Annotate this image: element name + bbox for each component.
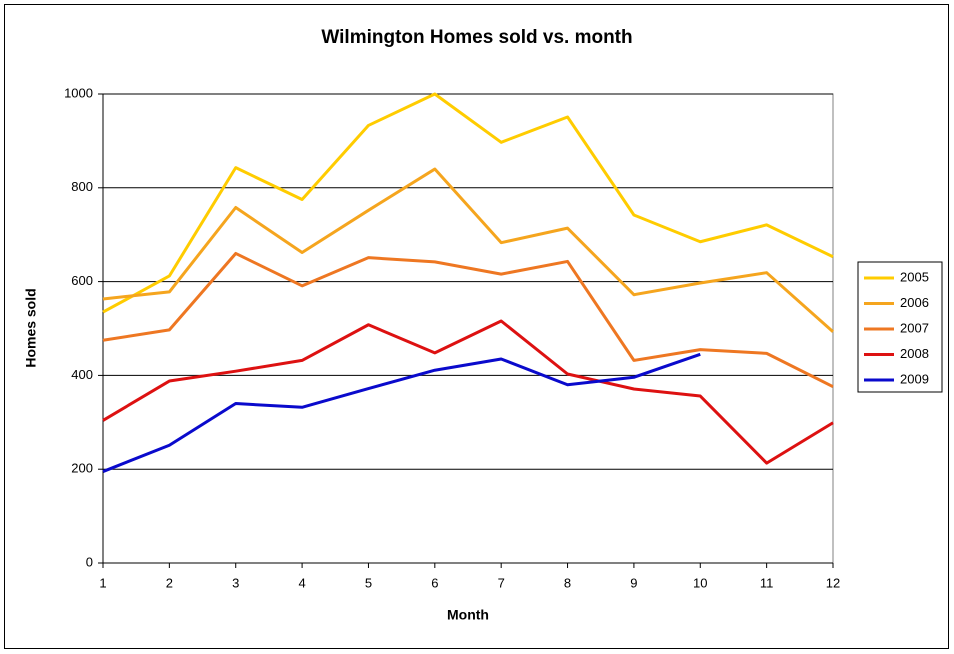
x-tick-label: 5 [365, 575, 372, 590]
y-tick-label: 400 [71, 367, 93, 382]
x-tick-label: 12 [826, 575, 840, 590]
x-tick-label: 1 [99, 575, 106, 590]
legend-label: 2005 [900, 269, 929, 284]
legend-label: 2007 [900, 320, 929, 335]
series-line [102, 167, 834, 333]
x-tick-label: 7 [498, 575, 505, 590]
series-line [102, 251, 834, 388]
y-axis-title: Homes sold [23, 288, 39, 367]
x-tick-label: 10 [693, 575, 707, 590]
x-tick-label: 11 [760, 575, 774, 590]
x-tick-label: 8 [564, 575, 571, 590]
y-tick-label: 600 [71, 273, 93, 288]
chart-title: Wilmington Homes sold vs. month [321, 27, 632, 48]
x-tick-label: 2 [166, 575, 173, 590]
plot-area [102, 93, 834, 564]
legend-label: 2009 [900, 371, 929, 386]
y-tick-label: 1000 [64, 85, 93, 100]
x-tick-label: 4 [298, 575, 305, 590]
y-tick-label: 200 [71, 461, 93, 476]
x-tick-label: 9 [630, 575, 637, 590]
series-line [102, 92, 834, 314]
x-axis-title: Month [447, 607, 489, 623]
legend-label: 2006 [900, 295, 929, 310]
y-tick-label: 0 [86, 554, 93, 569]
x-tick-label: 6 [431, 575, 438, 590]
series-line [102, 319, 834, 465]
series-line [102, 352, 701, 473]
legend-box [857, 261, 943, 393]
legend-label: 2008 [900, 346, 929, 361]
x-tick-label: 3 [232, 575, 239, 590]
y-tick-label: 800 [71, 179, 93, 194]
